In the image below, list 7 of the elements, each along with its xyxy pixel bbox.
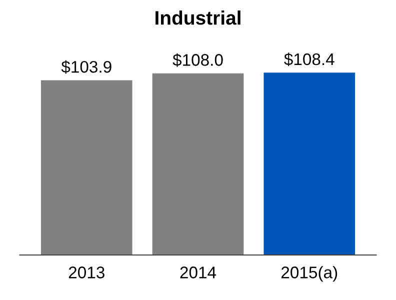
data-label: $103.9: [61, 60, 112, 74]
data-label: $108.4: [284, 52, 334, 66]
x-tick-label: 2015(a): [281, 266, 338, 282]
x-tick-label: 2014: [180, 266, 216, 278]
x-tick-label: 2013: [68, 266, 104, 278]
chart-title: Industrial: [156, 10, 240, 25]
data-label: $108.0: [172, 53, 223, 67]
